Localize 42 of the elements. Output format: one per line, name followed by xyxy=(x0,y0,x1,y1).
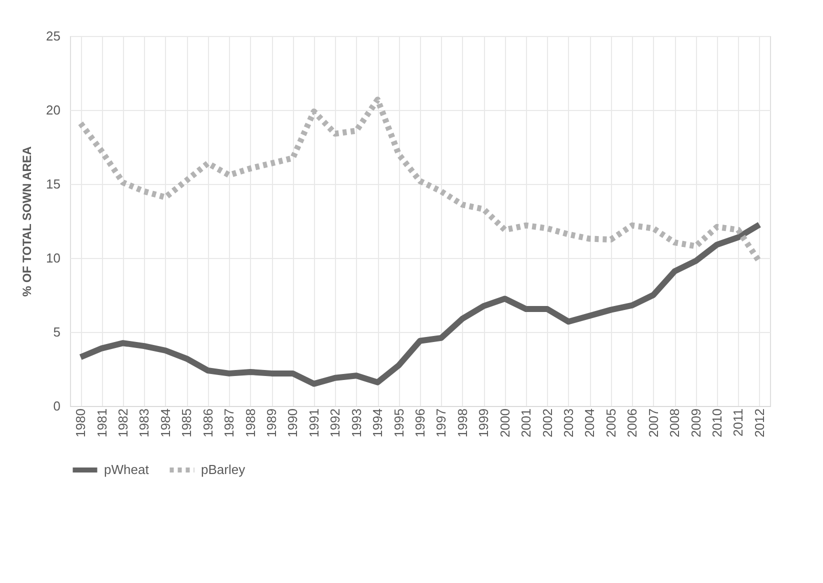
x-tick-label: 1994 xyxy=(370,408,386,438)
y-tick-label: 0 xyxy=(53,398,60,414)
y-tick-label: 5 xyxy=(53,324,60,340)
x-tick-label: 2001 xyxy=(518,408,534,438)
x-tick-label: 1997 xyxy=(434,408,449,438)
x-tick-label: 2010 xyxy=(709,408,724,438)
x-tick-label: 1982 xyxy=(116,408,131,438)
x-tick-label: 2008 xyxy=(667,408,682,438)
x-tick-label: 1986 xyxy=(200,408,216,438)
y-tick-label: 20 xyxy=(46,102,60,118)
x-tick-label: 1998 xyxy=(454,408,470,438)
x-tick-label: 1988 xyxy=(242,408,258,438)
y-tick-label: 15 xyxy=(46,176,60,192)
x-tick-label: 1985 xyxy=(179,408,194,438)
x-tick-label: 1989 xyxy=(264,408,280,438)
x-tick-label: 2009 xyxy=(688,408,704,438)
x-tick-label: 1987 xyxy=(222,408,237,438)
x-tick-label: 1992 xyxy=(328,408,343,438)
x-tick-label: 1990 xyxy=(285,408,300,438)
x-tick-label: 1981 xyxy=(94,408,110,438)
y-tick-label: 10 xyxy=(46,250,60,266)
x-tick-label: 1980 xyxy=(73,408,88,438)
x-tick-label: 1984 xyxy=(158,408,173,438)
x-tick-label: 2003 xyxy=(560,408,576,438)
x-tick-label: 1993 xyxy=(348,408,364,438)
x-tick-label: 1983 xyxy=(136,408,152,438)
x-tick-label: 2002 xyxy=(540,408,555,438)
y-tick-label: 25 xyxy=(46,28,60,44)
x-tick-label: 2012 xyxy=(752,408,767,438)
y-axis-title: % OF TOTAL SOWN AREA xyxy=(20,146,34,297)
x-tick-label: 1991 xyxy=(306,408,322,438)
x-tick-label: 2005 xyxy=(603,408,618,438)
x-tick-label: 2011 xyxy=(730,408,746,436)
x-tick-label: 1995 xyxy=(391,408,406,438)
x-tick-label: 2000 xyxy=(497,408,512,438)
x-tick-label: 2004 xyxy=(582,408,598,438)
x-tick-label: 2006 xyxy=(624,408,640,438)
legend-label: pBarley xyxy=(201,462,246,477)
x-tick-label: 1996 xyxy=(412,408,428,438)
x-tick-label: 1999 xyxy=(476,408,492,438)
x-tick-label: 2007 xyxy=(646,408,661,438)
legend-label: pWheat xyxy=(104,462,150,477)
